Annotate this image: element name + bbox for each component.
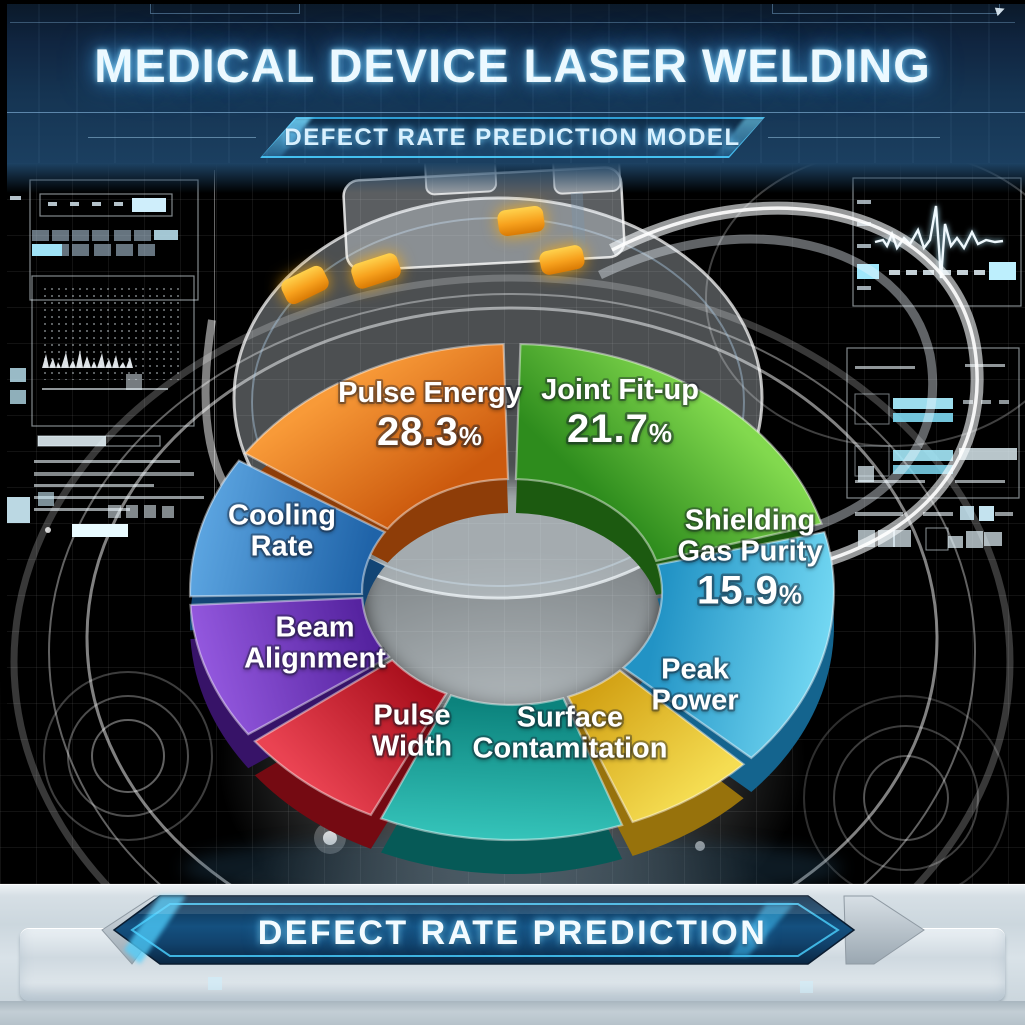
prediction-banner-label: DEFECT RATE PREDICTION [257, 914, 768, 952]
frame-edge-top [0, 0, 1025, 4]
donut-segment-label: Rate [251, 530, 314, 562]
donut-segment-label: Alignment [244, 642, 386, 674]
page-title: MEDICAL DEVICE LASER WELDING [94, 39, 931, 92]
header-outline-right [772, 3, 1000, 14]
header-hairline-mid [0, 112, 1025, 113]
donut-segment-label: Pulse Energy [338, 377, 522, 409]
deco-square [979, 506, 994, 521]
donut-segment-label: Surface [517, 701, 623, 733]
deco-square [800, 981, 813, 993]
donut-segment [379, 693, 624, 842]
bottom-strip-lower [0, 1001, 1025, 1025]
header: MEDICAL DEVICE LASER WELDING DEFECT RATE… [0, 0, 1025, 163]
donut-segment [243, 342, 510, 531]
donut-segment-label: Cooling [228, 499, 336, 531]
header-outline-left [150, 3, 300, 14]
donut-segment [253, 658, 448, 817]
subtitle-streak-left [254, 117, 312, 158]
donut-segment [189, 596, 391, 736]
donut-segment-label: Joint Fit-up [541, 374, 699, 406]
deco-vertical-hairline [214, 170, 215, 590]
donut-segment-label: Contamitation [473, 732, 668, 764]
donut-segment-label: Shielding [685, 504, 816, 536]
deco-square [38, 492, 54, 506]
header-hairline-top [10, 22, 1015, 23]
donut-hole-glow [360, 484, 664, 708]
donut-segment [188, 459, 387, 598]
subtitle-side-line-left [88, 137, 256, 138]
subtitle-banner: DEFECT RATE PREDICTION MODEL [260, 117, 765, 158]
donut-segment [566, 669, 746, 824]
deco-square [208, 977, 222, 990]
subtitle-streak-right [713, 117, 771, 158]
cursor-icon [994, 4, 1007, 17]
page-subtitle: DEFECT RATE PREDICTION MODEL [284, 124, 741, 151]
subtitle-side-line-right [768, 137, 940, 138]
donut-segment-label: Gas Purity [677, 535, 822, 567]
donut-segment-label: Peak [661, 653, 730, 685]
donut-segment-label: Beam [276, 611, 355, 643]
donut-segment-label: Width [372, 730, 452, 762]
donut-segment [621, 530, 836, 760]
header-fade [0, 163, 1025, 193]
prediction-banner [101, 895, 925, 965]
donut-segment-label: Power [651, 684, 738, 716]
donut-segment [514, 342, 823, 563]
hud-panel-right [846, 177, 1022, 551]
donut-segment-label: Pulse [373, 699, 450, 731]
deco-square [960, 506, 974, 520]
frame-edge-left [0, 0, 7, 790]
